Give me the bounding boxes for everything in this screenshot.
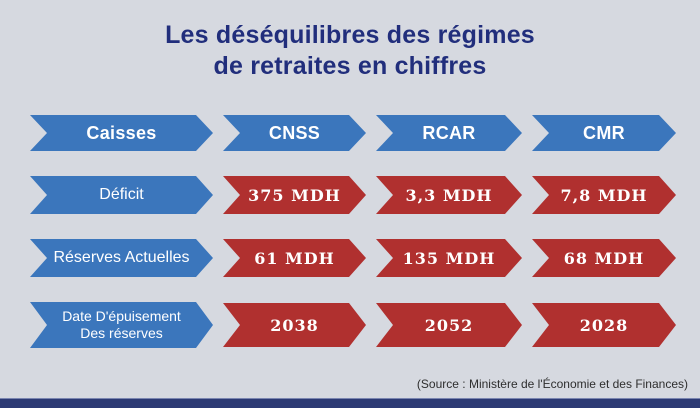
value-date-cnss: 2038	[223, 303, 366, 347]
value-deficit-rcar: 3,3 MDH	[376, 176, 522, 214]
title-line-2: de retraites en chiffres	[213, 52, 487, 80]
value-date-cmr: 2028	[532, 303, 676, 347]
header-caisses: Caisses	[30, 115, 213, 151]
footer-bar	[0, 398, 700, 408]
pension-table: Caisses CNSS RCAR CMR Déficit 375 MDH 3,…	[30, 115, 672, 348]
value-reserves-rcar: 135 MDH	[376, 239, 522, 277]
row-label-deficit: Déficit	[30, 176, 213, 214]
value-deficit-cnss: 375 MDH	[223, 176, 366, 214]
header-cnss: CNSS	[223, 115, 366, 151]
page-title: Les déséquilibres des régimes de retrait…	[0, 0, 700, 82]
value-reserves-cmr: 68 MDH	[532, 239, 676, 277]
source-note: (Source : Ministère de l'Économie et des…	[416, 377, 688, 391]
value-date-rcar: 2052	[376, 303, 522, 347]
header-cmr: CMR	[532, 115, 676, 151]
date-label-line-1: Date D'épuisement	[62, 308, 181, 324]
row-label-date-epuisement: Date D'épuisement Des réserves	[30, 302, 213, 348]
title-line-1: Les déséquilibres des régimes	[165, 21, 535, 49]
row-label-reserves: Réserves Actuelles	[30, 239, 213, 277]
value-reserves-cnss: 61 MDH	[223, 239, 366, 277]
header-rcar: RCAR	[376, 115, 522, 151]
value-deficit-cmr: 7,8 MDH	[532, 176, 676, 214]
date-label-line-2: Des réserves	[80, 325, 163, 341]
